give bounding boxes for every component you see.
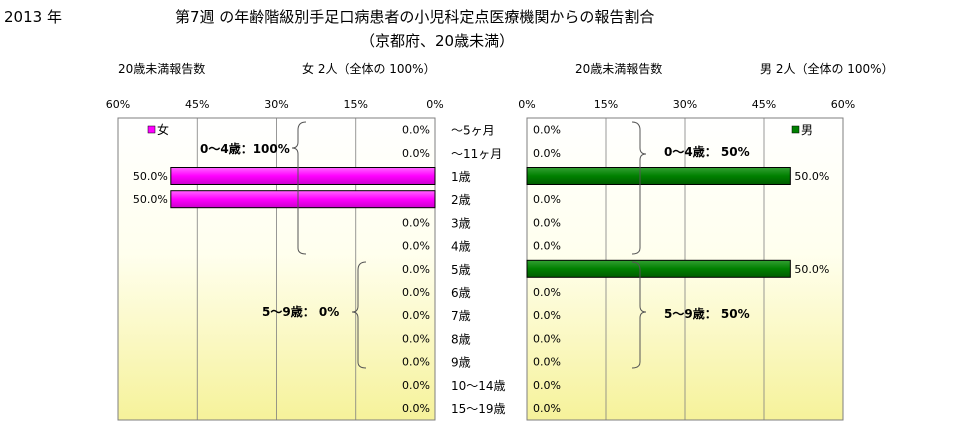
female-data-label: 0.0% xyxy=(402,286,430,299)
female-data-label: 0.0% xyxy=(402,379,430,392)
age-category-label: 4歳 xyxy=(451,240,471,254)
male-data-label: 0.0% xyxy=(533,379,561,392)
male-x-tick-label: 30% xyxy=(673,98,697,111)
female-x-tick-label: 30% xyxy=(264,98,288,111)
age-category-label: 15～19歳 xyxy=(451,402,506,416)
female-data-label: 0.0% xyxy=(402,147,430,160)
male-data-label: 0.0% xyxy=(533,240,561,253)
age-category-label: 10～14歳 xyxy=(451,379,506,393)
male-brace-5-9 xyxy=(631,261,647,369)
female-data-label: 50.0% xyxy=(133,170,168,183)
female-x-tick-label: 45% xyxy=(185,98,209,111)
age-category-label: 3歳 xyxy=(451,216,471,230)
female-data-label: 0.0% xyxy=(402,332,430,345)
year-label: 2013 年 xyxy=(4,8,62,26)
male-x-tick-label: 0% xyxy=(518,98,535,111)
male-data-label: 0.0% xyxy=(533,309,561,322)
age-category-label: 7歳 xyxy=(451,309,471,323)
male-data-label: 0.0% xyxy=(533,332,561,345)
age-category-label: ～11ヶ月 xyxy=(451,147,502,161)
male-data-label: 0.0% xyxy=(533,124,561,137)
female-data-label: 0.0% xyxy=(402,263,430,276)
male-bar xyxy=(526,167,791,185)
female-legend-swatch xyxy=(147,125,156,134)
age-category-label: ～5ヶ月 xyxy=(451,124,495,138)
female-data-label: 0.0% xyxy=(402,402,430,415)
male-data-label: 0.0% xyxy=(533,286,561,299)
female-group-label-0-4: 0～4歳：100% xyxy=(200,141,290,156)
male-group-label-5-9: 5～9歳： 50% xyxy=(664,306,750,321)
male-data-label: 0.0% xyxy=(533,216,561,229)
female-data-label: 0.0% xyxy=(402,356,430,369)
female-brace-0-4 xyxy=(291,121,307,255)
female-group-label-5-9: 5～9歳： 0% xyxy=(262,304,339,319)
age-category-label: 1歳 xyxy=(451,170,471,184)
female-data-label: 0.0% xyxy=(402,240,430,253)
chart-subtitle: （京都府、20歳未満） xyxy=(360,32,515,50)
male-legend-swatch xyxy=(791,125,800,134)
male-data-label: 0.0% xyxy=(533,193,561,206)
female-bar xyxy=(170,167,436,185)
male-data-label: 50.0% xyxy=(794,170,829,183)
female-bar xyxy=(170,190,436,209)
male-x-tick-label: 45% xyxy=(752,98,776,111)
female-data-label: 0.0% xyxy=(402,216,430,229)
male-legend-label: 男 xyxy=(801,123,813,137)
female-total: 女 2人（全体の 100%） xyxy=(302,62,436,76)
male-data-label: 0.0% xyxy=(533,402,561,415)
male-data-label: 0.0% xyxy=(533,356,561,369)
female-data-label: 0.0% xyxy=(402,309,430,322)
male-data-label: 0.0% xyxy=(533,147,561,160)
age-category-label: 9歳 xyxy=(451,356,471,370)
chart-title: 第7週 の年齢階級別手足口病患者の小児科定点医療機関からの報告割合 xyxy=(175,8,655,26)
male-data-label: 50.0% xyxy=(794,263,829,276)
male-brace-0-4 xyxy=(631,121,647,255)
female-x-tick-label: 0% xyxy=(426,98,443,111)
female-x-tick-label: 60% xyxy=(106,98,130,111)
female-report-header: 20歳未満報告数 xyxy=(118,62,206,76)
female-legend-label: 女 xyxy=(157,122,169,137)
male-x-tick-label: 15% xyxy=(594,98,618,111)
age-category-label: 5歳 xyxy=(451,263,471,277)
male-total: 男 2人（全体の 100%） xyxy=(760,62,894,76)
female-x-tick-label: 15% xyxy=(344,98,368,111)
age-category-label: 8歳 xyxy=(451,332,471,346)
age-category-label: 6歳 xyxy=(451,286,471,300)
female-brace-5-9 xyxy=(351,261,367,369)
male-x-tick-label: 60% xyxy=(831,98,855,111)
male-bar xyxy=(526,259,791,278)
male-report-header: 20歳未満報告数 xyxy=(575,62,663,76)
female-data-label: 50.0% xyxy=(133,193,168,206)
male-group-label-0-4: 0～4歳： 50% xyxy=(664,144,750,159)
female-data-label: 0.0% xyxy=(402,124,430,137)
age-category-label: 2歳 xyxy=(451,193,471,207)
